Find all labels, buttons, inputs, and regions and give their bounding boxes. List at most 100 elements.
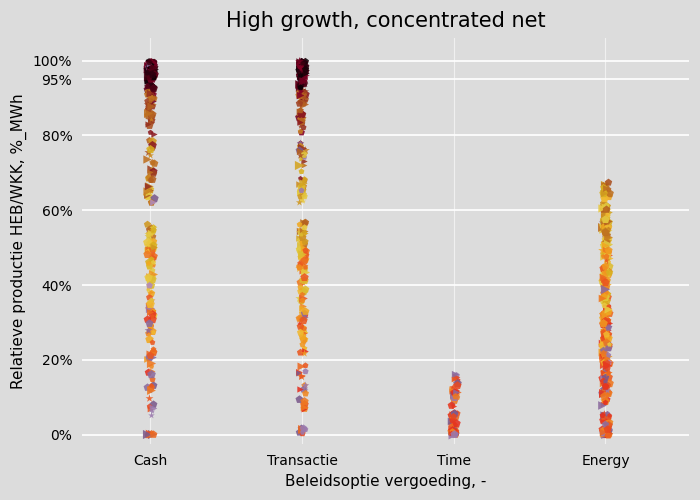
Point bbox=[600, 427, 611, 435]
Point bbox=[597, 351, 608, 359]
Point bbox=[143, 62, 154, 70]
Point bbox=[148, 106, 159, 114]
Point bbox=[603, 416, 614, 424]
Point bbox=[600, 364, 611, 372]
Point bbox=[601, 212, 612, 220]
Point bbox=[599, 269, 610, 277]
Point bbox=[602, 233, 613, 241]
Point bbox=[300, 335, 311, 343]
Point bbox=[597, 426, 608, 434]
Point bbox=[297, 108, 308, 116]
Point bbox=[143, 110, 154, 118]
Point bbox=[601, 260, 612, 268]
Point bbox=[144, 74, 155, 82]
Point bbox=[143, 368, 154, 376]
Point bbox=[598, 392, 610, 400]
Point bbox=[146, 64, 158, 72]
Point bbox=[295, 284, 306, 292]
Point bbox=[599, 284, 610, 292]
Point bbox=[597, 203, 608, 211]
Point bbox=[599, 372, 610, 380]
Point bbox=[445, 410, 456, 418]
Point bbox=[296, 154, 307, 162]
Point bbox=[447, 424, 458, 432]
Point bbox=[295, 138, 306, 146]
Point bbox=[601, 430, 612, 438]
Point bbox=[148, 94, 159, 102]
Point bbox=[597, 200, 608, 207]
Point bbox=[603, 324, 615, 332]
Point bbox=[146, 328, 158, 336]
Point bbox=[300, 347, 311, 355]
Point bbox=[598, 240, 610, 248]
Point bbox=[601, 428, 612, 436]
Point bbox=[597, 264, 608, 272]
Point bbox=[145, 322, 156, 330]
Point bbox=[298, 266, 309, 274]
Point bbox=[141, 192, 153, 200]
Point bbox=[298, 89, 309, 97]
Point bbox=[146, 94, 157, 102]
Point bbox=[299, 60, 310, 68]
Point bbox=[601, 284, 612, 292]
Point bbox=[598, 239, 610, 247]
Point bbox=[148, 159, 159, 167]
Title: High growth, concentrated net: High growth, concentrated net bbox=[225, 11, 545, 31]
Point bbox=[148, 64, 159, 72]
Point bbox=[294, 118, 305, 126]
Point bbox=[597, 428, 608, 436]
Point bbox=[146, 58, 157, 66]
Point bbox=[299, 268, 310, 276]
Point bbox=[598, 292, 609, 300]
Point bbox=[603, 316, 614, 324]
Point bbox=[598, 205, 609, 213]
Point bbox=[295, 71, 306, 79]
Point bbox=[598, 430, 610, 438]
Point bbox=[601, 325, 612, 333]
Point bbox=[600, 242, 611, 250]
Point bbox=[296, 250, 307, 258]
Point bbox=[293, 225, 304, 233]
Point bbox=[298, 222, 309, 230]
Point bbox=[298, 219, 309, 227]
Point bbox=[601, 428, 612, 436]
Point bbox=[603, 225, 614, 233]
Point bbox=[299, 337, 310, 345]
Point bbox=[298, 67, 309, 75]
Point bbox=[295, 58, 307, 66]
Point bbox=[146, 282, 157, 290]
Point bbox=[447, 412, 458, 420]
Point bbox=[446, 416, 457, 424]
Point bbox=[295, 65, 307, 73]
Point bbox=[142, 430, 153, 438]
Point bbox=[601, 218, 612, 226]
Point bbox=[145, 112, 156, 120]
Point bbox=[599, 220, 610, 228]
Point bbox=[300, 70, 311, 78]
Point bbox=[144, 62, 155, 70]
Point bbox=[141, 274, 153, 282]
Point bbox=[297, 430, 308, 438]
Point bbox=[294, 91, 305, 99]
Point bbox=[298, 182, 309, 190]
Point bbox=[601, 243, 612, 251]
Point bbox=[294, 80, 305, 88]
Point bbox=[451, 427, 462, 435]
Point bbox=[598, 360, 609, 368]
Point bbox=[148, 198, 159, 206]
Point bbox=[295, 127, 306, 135]
Point bbox=[142, 104, 153, 112]
Point bbox=[597, 352, 608, 360]
Point bbox=[145, 382, 156, 390]
Point bbox=[447, 385, 458, 393]
Point bbox=[599, 290, 610, 298]
Point bbox=[294, 80, 305, 88]
Point bbox=[597, 344, 608, 351]
Point bbox=[603, 306, 614, 314]
Point bbox=[601, 258, 612, 266]
Point bbox=[603, 251, 614, 259]
Point bbox=[445, 428, 456, 436]
Point bbox=[294, 100, 305, 108]
Point bbox=[598, 310, 609, 318]
Point bbox=[144, 394, 155, 402]
